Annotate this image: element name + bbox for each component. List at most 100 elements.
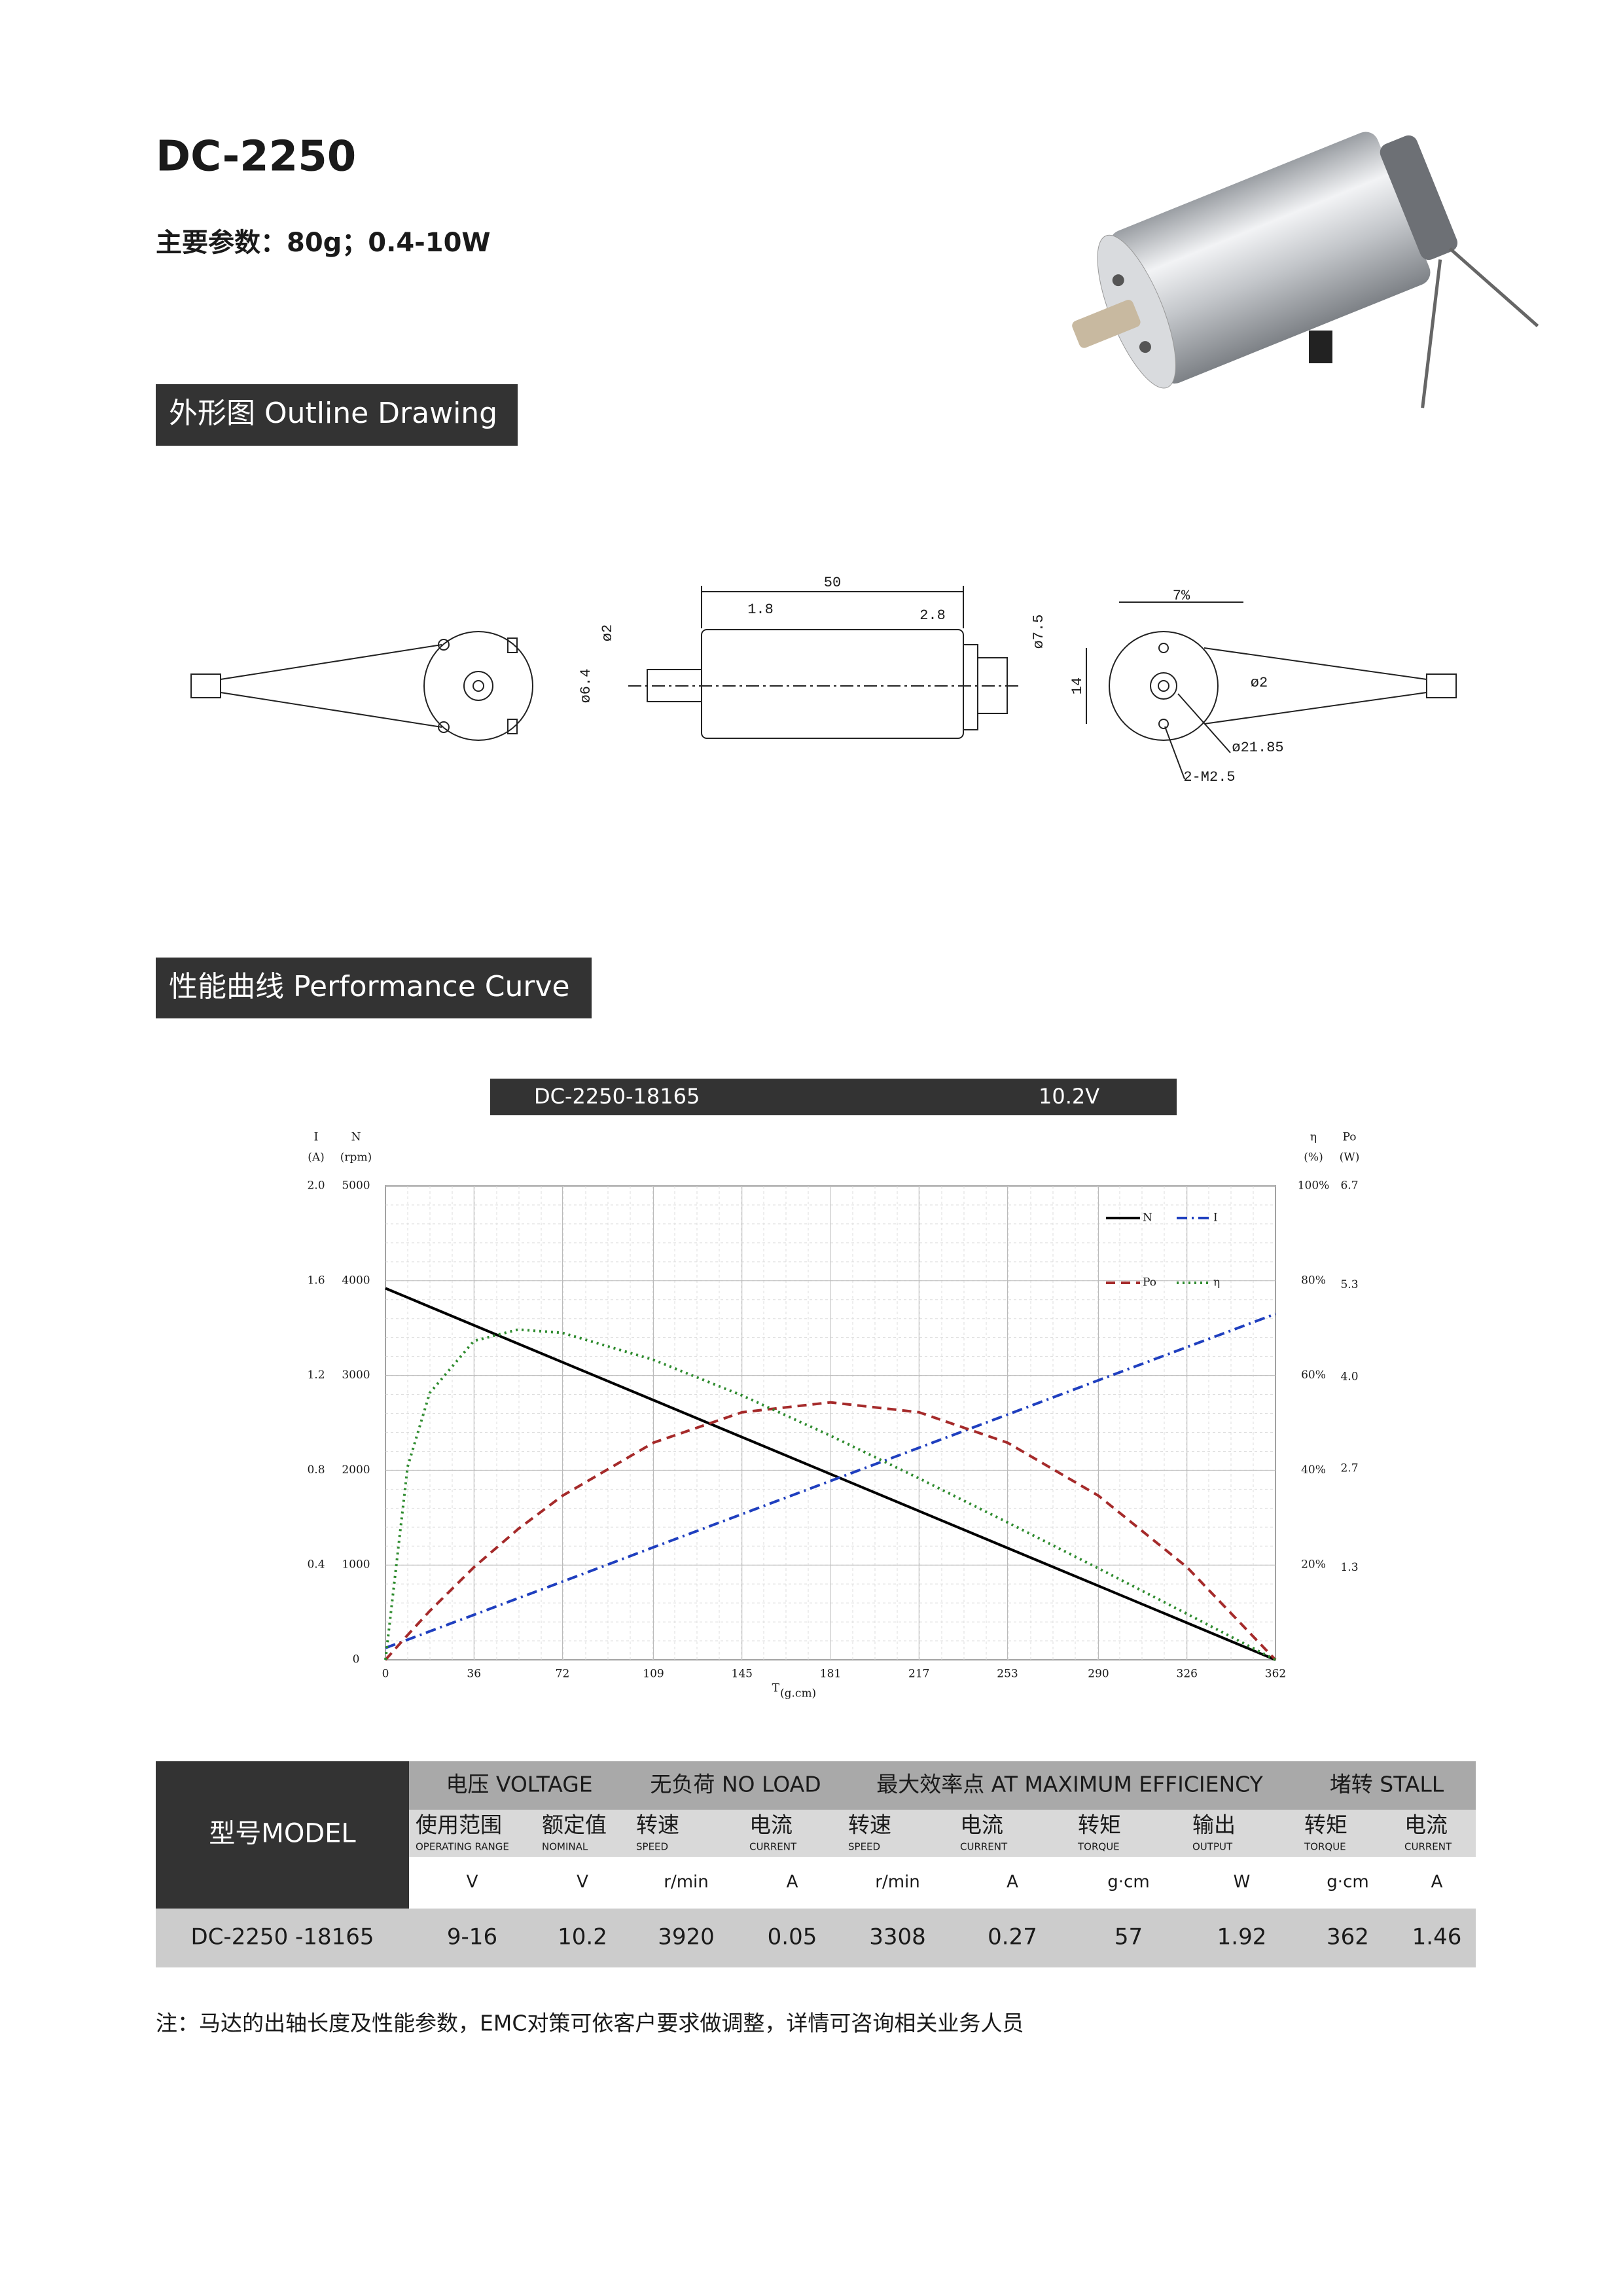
legend-label: N [1143,1211,1152,1225]
dimension-label: ø6.4 [578,669,594,704]
column-unit: r/min [875,1873,919,1892]
y-tick-label: 6.7 [1340,1179,1358,1193]
column-label-en: CURRENT [960,1841,1008,1853]
table-cell: DC-2250 -18165 [191,1924,374,1950]
column-label: 转速 [636,1812,679,1838]
table-cell: 9-16 [447,1924,497,1950]
column-unit: V [467,1873,478,1892]
table-cell: 362 [1327,1924,1369,1950]
axis-unit: (rpm) [340,1151,372,1164]
axis-unit: (W) [1340,1151,1360,1164]
group-label: 堵转 STALL [1330,1772,1444,1797]
table-cell: 1.92 [1217,1924,1267,1950]
dimension-label: 2.8 [919,607,946,624]
y-tick-label: 40% [1301,1463,1326,1477]
column-label-en: SPEED [636,1841,668,1853]
table-cell: 10.2 [558,1924,607,1950]
title: DC-2250 [156,133,356,181]
column-label-en: SPEED [848,1841,880,1853]
x-tick-label: 181 [820,1668,841,1681]
y-tick-label: 2000 [342,1463,370,1477]
table-header-bg [409,1761,1476,1810]
column-unit: A [1431,1873,1443,1892]
group-label: 最大效率点 AT MAXIMUM EFFICIENCY [876,1772,1263,1797]
dimension-label: ø2 [1251,675,1268,691]
x-tick-label: 0 [382,1668,389,1681]
column-label-en: CURRENT [749,1841,797,1853]
axis-name: I [314,1131,319,1144]
x-tick-label: 72 [556,1668,570,1681]
table-cell: 57 [1115,1924,1143,1950]
column-label-en: CURRENT [1404,1841,1452,1853]
y-tick-label: 4000 [342,1274,370,1287]
table-cell: 0.05 [768,1924,817,1950]
column-label: 电流 [1404,1812,1448,1838]
model-header: 型号MODEL [209,1819,356,1849]
y-tick-label: 20% [1301,1558,1326,1571]
table-row-bg [156,1909,1476,1967]
y-tick-label: 1.6 [307,1274,325,1287]
column-label: 电流 [749,1812,793,1838]
series-line [385,1287,1276,1661]
y-tick-label: 0.4 [307,1558,325,1571]
column-label: 使用范围 [416,1812,502,1838]
model-header-bg [156,1761,409,1909]
column-unit: A [1007,1873,1018,1892]
x-tick-label: 290 [1088,1668,1109,1681]
x-tick-label: 109 [643,1668,664,1681]
dimension-label: ø21.85 [1232,740,1283,756]
table-header-bg [409,1810,1476,1857]
column-label: 转矩 [1304,1812,1347,1838]
legend-label: η [1213,1276,1220,1289]
column-label: 转矩 [1078,1812,1121,1838]
y-tick-label: 1.2 [307,1369,325,1382]
axis-name: N [351,1131,361,1144]
legend-label: I [1213,1211,1218,1225]
group-label: 电压 VOLTAGE [446,1772,592,1797]
column-label-en: TORQUE [1077,1841,1120,1853]
x-tick-label: 326 [1177,1668,1198,1681]
table-cell: 3308 [869,1924,926,1950]
y-tick-label: 2.0 [307,1179,325,1193]
section-title: 外形图 Outline Drawing [169,397,497,430]
y-tick-label: 1000 [342,1558,370,1571]
column-label-en: OPERATING RANGE [416,1841,509,1853]
group-label: 无负荷 NO LOAD [650,1772,821,1797]
column-label: 电流 [960,1812,1003,1838]
column-label-en: OUTPUT [1192,1841,1233,1853]
column-unit: g·cm [1327,1873,1368,1892]
dimension-label: ø2 [599,624,616,641]
motor-image [1072,132,1539,408]
series-line [385,1312,1276,1649]
section-title: 性能曲线 Performance Curve [169,970,570,1003]
axis-unit: (%) [1304,1151,1323,1164]
x-axis-unit: (g.cm) [780,1687,816,1700]
column-unit: V [577,1873,588,1892]
y-tick-label: 1.3 [1340,1561,1358,1574]
y-tick-label: 5.3 [1340,1278,1358,1291]
outline-drawing [190,586,1457,780]
dimension-label: 1.8 [747,601,774,618]
subtitle: 主要参数：80g；0.4-10W [156,228,491,258]
legend-label: Po [1143,1276,1156,1289]
x-axis-label: T [772,1682,780,1695]
column-unit: r/min [664,1873,708,1892]
chart-title-bar [490,1079,1177,1115]
x-tick-label: 362 [1265,1668,1286,1681]
dimension-label: 2-M2.5 [1183,769,1235,785]
y-tick-label: 60% [1301,1369,1326,1382]
column-label-en: TORQUE [1304,1841,1346,1853]
x-tick-label: 145 [732,1668,753,1681]
dimension-label: 14 [1069,677,1086,694]
chart-subtitle: 10.2V [1039,1084,1099,1109]
column-unit: A [787,1873,798,1892]
table-cell: 1.46 [1412,1924,1462,1950]
y-tick-label: 0.8 [307,1463,325,1477]
column-unit: W [1234,1873,1251,1892]
dimension-label: 50 [824,575,841,591]
x-tick-label: 36 [467,1668,481,1681]
series-line [384,1401,1277,1661]
table-cell: 0.27 [988,1924,1037,1950]
y-tick-label: 3000 [342,1369,370,1382]
column-label: 额定值 [542,1812,607,1838]
